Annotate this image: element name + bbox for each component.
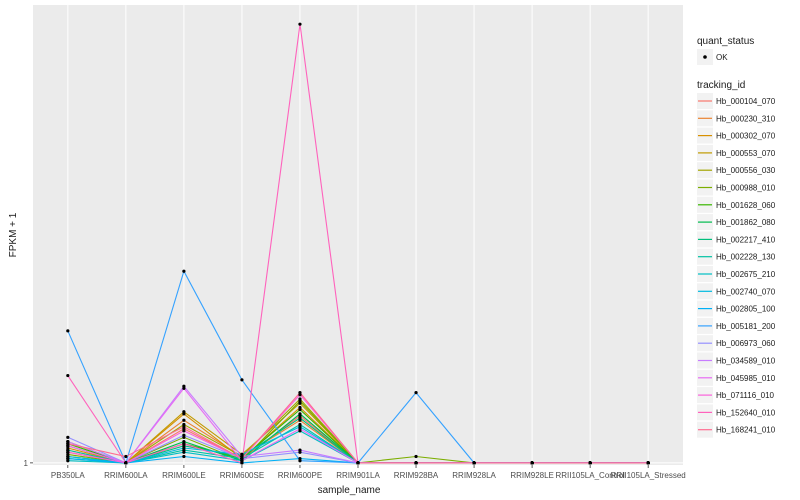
legend-label: Hb_001862_080	[716, 218, 776, 227]
y-tick-label: 1	[24, 459, 29, 468]
legend-label: Hb_152640_010	[716, 408, 776, 417]
data-point-Hb_002675_210	[182, 450, 186, 454]
legend: quant_status OK tracking_id Hb_000104_07…	[697, 36, 776, 438]
x-axis-ticks: PB350LA RRIM600LA RRIM600LE RRIM600SE RRIM60…	[51, 465, 686, 480]
x-tick-label: RRII105LA_Control	[555, 471, 625, 480]
legend-label: Hb_071116_010	[716, 391, 775, 400]
x-tick-label: RRIM600PE	[278, 471, 322, 480]
x-tick-label: RRIM928BA	[394, 471, 439, 480]
data-point-Hb_152640_010	[182, 442, 186, 446]
data-point-Hb_005181_200	[182, 269, 186, 273]
legend-label: Hb_001628_060	[716, 201, 776, 210]
legend-label: Hb_002805_100	[716, 305, 776, 314]
legend-label: Hb_000230_310	[716, 114, 776, 123]
data-point-Hb_152640_010	[66, 373, 70, 378]
data-point-Hb_002740_070	[182, 446, 186, 450]
legend-items: Hb_000104_070 Hb_000230_310 Hb_000302_070 H…	[697, 93, 776, 438]
data-point-Hb_168241_010	[588, 461, 592, 465]
data-point-Hb_000988_010	[414, 454, 418, 459]
data-point-Hb_168241_010	[646, 461, 650, 465]
data-point-Hb_168241_010	[472, 461, 476, 465]
legend-label: Hb_000302_070	[716, 132, 776, 141]
data-point-Hb_005181_200	[240, 378, 244, 382]
data-point-Hb_002805_100	[182, 454, 186, 459]
data-point-Hb_152640_010	[298, 22, 302, 26]
data-point-Hb_002805_100	[66, 457, 70, 461]
data-point-Hb_000553_070	[182, 410, 186, 414]
y-axis-title: FPKM + 1	[8, 212, 19, 257]
data-point-Hb_005181_200	[66, 329, 70, 333]
data-point-Hb_168241_010	[530, 461, 534, 465]
data-point-Hb_005181_200	[414, 390, 418, 395]
data-point-Hb_168241_010	[240, 457, 244, 461]
legend-quant-label: OK	[716, 53, 728, 62]
legend-label: Hb_034589_010	[716, 357, 776, 366]
data-point-Hb_045985_010	[298, 427, 302, 431]
data-point-Hb_168241_010	[182, 425, 186, 429]
data-point-Hb_002217_410	[298, 416, 302, 420]
x-tick-label: RRIM901LA	[336, 471, 380, 480]
legend-label: Hb_168241_010	[716, 426, 776, 435]
legend-label: Hb_000553_070	[716, 149, 776, 158]
x-tick-label: RRII105LA_Stressed	[611, 471, 686, 480]
legend-label: Hb_000556_030	[716, 166, 776, 175]
data-point-Hb_071116_010	[66, 450, 70, 454]
legend-tracking-title: tracking_id	[697, 80, 745, 91]
legend-label: Hb_045985_010	[716, 374, 776, 383]
x-tick-label: RRIM928LE	[510, 471, 554, 480]
legend-quant-point	[703, 55, 707, 59]
data-point-Hb_168241_010	[66, 442, 70, 446]
legend-label: Hb_002740_070	[716, 287, 776, 296]
data-point-Hb_034589_010	[298, 448, 302, 452]
data-point-Hb_045985_010	[182, 386, 186, 390]
legend-label: Hb_002675_210	[716, 270, 776, 279]
legend-label: Hb_002228_130	[716, 253, 776, 262]
data-point-Hb_168241_010	[298, 390, 302, 395]
data-point-Hb_005181_200	[298, 459, 302, 463]
data-point-Hb_006973_060	[182, 433, 186, 437]
data-point-Hb_152640_010	[240, 461, 244, 465]
legend-quant-title: quant_status	[697, 36, 754, 47]
x-tick-label: PB350LA	[51, 471, 85, 480]
legend-label: Hb_005181_200	[716, 322, 776, 331]
legend-label: Hb_006973_060	[716, 339, 776, 348]
data-point-Hb_168241_010	[414, 461, 418, 465]
x-tick-label: RRIM600LA	[104, 471, 148, 480]
data-point-Hb_000988_010	[298, 399, 302, 403]
x-tick-label: RRIM928LA	[452, 471, 496, 480]
x-tick-label: RRIM600SE	[220, 471, 264, 480]
data-point-Hb_071116_010	[182, 429, 186, 433]
data-point-Hb_168241_010	[124, 454, 128, 459]
x-tick-label: RRIM600LE	[162, 471, 206, 480]
data-point-Hb_000230_310	[182, 418, 186, 422]
legend-label: Hb_002217_410	[716, 235, 776, 244]
legend-label: Hb_000988_010	[716, 184, 776, 193]
data-point-Hb_006973_060	[66, 435, 70, 439]
data-point-Hb_001862_080	[298, 412, 302, 416]
data-point-Hb_168241_010	[356, 461, 360, 465]
data-point-Hb_001628_060	[298, 408, 302, 412]
data-points	[66, 22, 650, 465]
data-point-Hb_152640_010	[124, 461, 128, 465]
y-axis-ticks: 1	[24, 459, 33, 468]
x-axis-title: sample_name	[318, 485, 381, 496]
legend-label: Hb_000104_070	[716, 97, 776, 106]
